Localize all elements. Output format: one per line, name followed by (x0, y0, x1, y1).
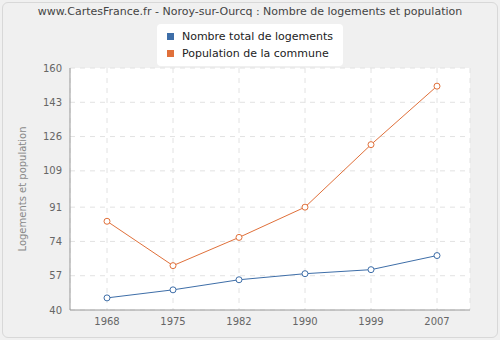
svg-text:1982: 1982 (226, 316, 251, 327)
html-text:Nombre total de logements: Nombre total de logements (181, 30, 334, 43)
svg-text:40: 40 (49, 305, 62, 316)
svg-text:91: 91 (49, 202, 62, 213)
svg-text:57: 57 (49, 270, 62, 281)
svg-text:2007: 2007 (424, 316, 449, 327)
svg-text:74: 74 (49, 236, 62, 247)
svg-text:109: 109 (43, 165, 62, 176)
html-text:Population de la commune: Population de la commune (181, 47, 329, 60)
html-text:www.CartesFrance.fr - Noroy-su: www.CartesFrance.fr - Noroy-sur-Ourcq : … (37, 5, 463, 18)
svg-text:1968: 1968 (94, 316, 119, 327)
svg-text:Logements et population: Logements et population (17, 126, 28, 251)
svg-text:1990: 1990 (292, 316, 317, 327)
svg-text:1975: 1975 (160, 316, 185, 327)
svg-text:160: 160 (43, 63, 62, 74)
svg-text:1999: 1999 (358, 316, 383, 327)
svg-text:126: 126 (43, 131, 62, 142)
svg-text:143: 143 (43, 97, 62, 108)
